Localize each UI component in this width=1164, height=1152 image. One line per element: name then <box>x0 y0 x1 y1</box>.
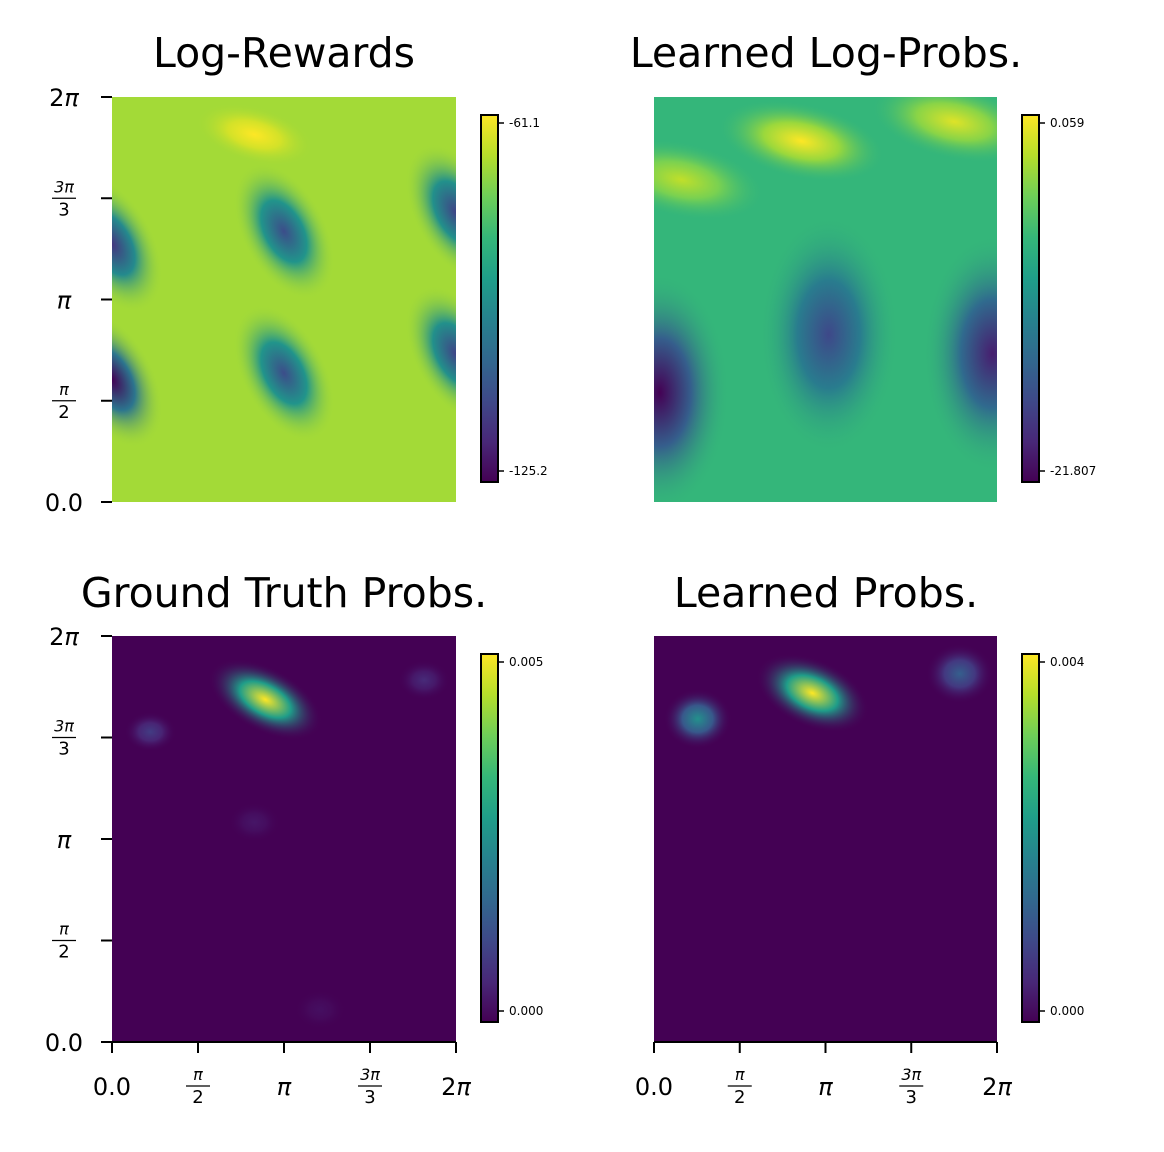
trough-blob-6 <box>405 143 456 281</box>
x-tick-label: π <box>818 1073 833 1101</box>
trough-blob-6 <box>758 214 899 455</box>
colorbar <box>1021 653 1040 1023</box>
y-tick-label-num: 3π <box>54 177 74 196</box>
colorbar-tick-label: -125.2 <box>509 464 548 478</box>
panel-2: Learned Log-Probs. 0.059 -21.807 <box>630 29 1096 502</box>
heatmap-field <box>112 103 456 448</box>
peak-blob-2 <box>870 97 997 163</box>
x-tick-label-den: 2 <box>192 1087 203 1108</box>
y-tick-label: π <box>57 287 72 315</box>
trough-blob-5 <box>233 163 335 300</box>
chart-title: Log-Rewards <box>153 29 415 77</box>
colorbar-tick-label: -21.807 <box>1050 464 1096 478</box>
trough-blob-4 <box>654 272 730 502</box>
colorbar-tick-label: 0.004 <box>1050 655 1084 669</box>
y-tick-label-num: π <box>59 380 69 399</box>
y-tick-label-num: π <box>59 920 69 939</box>
trough-blob-3 <box>405 285 456 422</box>
y-tick-label-den: 2 <box>58 942 69 963</box>
peak-blob-1 <box>208 658 323 741</box>
chart-title: Learned Probs. <box>674 569 978 617</box>
x-tick-label: 0.0 <box>635 1073 673 1101</box>
chart-title: Learned Log-Probs. <box>630 29 1022 77</box>
trough-blob-1 <box>112 311 163 448</box>
colorbar <box>1021 114 1040 483</box>
x-tick-label: π <box>277 1073 292 1101</box>
x-tick-label-den: 3 <box>364 1087 375 1108</box>
x-tick-label-num: π <box>193 1065 203 1084</box>
trough-blob-2 <box>233 304 335 442</box>
colorbar <box>480 114 499 483</box>
heatmap-field <box>124 658 451 1030</box>
colorbar-tick-label: 0.005 <box>509 655 543 669</box>
x-tick-label-num: π <box>735 1065 745 1084</box>
colorbar-tick-label: -61.1 <box>509 116 540 130</box>
peak-blob-3 <box>925 643 994 704</box>
x-tick-label: 0.0 <box>93 1073 131 1101</box>
y-tick-label: π <box>57 826 72 854</box>
peak-blob-2 <box>663 688 732 749</box>
peak-blob-1 <box>717 99 885 183</box>
y-tick-label-den: 3 <box>58 199 69 220</box>
y-tick-label-den: 3 <box>58 739 69 760</box>
peak-blob-3 <box>398 660 451 701</box>
x-tick-label-num: 3π <box>901 1065 921 1084</box>
colorbar-tick-label: 0.000 <box>1050 1004 1084 1018</box>
x-tick-label-den: 2 <box>734 1087 745 1108</box>
peak-blob-4 <box>228 802 281 843</box>
peak-blob-3 <box>654 138 765 221</box>
peak-blob-5 <box>294 989 347 1030</box>
chart-title: Ground Truth Probs. <box>81 569 487 617</box>
heatmap-field <box>663 643 994 749</box>
peak-blob-1 <box>755 653 869 733</box>
peak-blob-7 <box>195 103 313 166</box>
colorbar-tick-label: 0.059 <box>1050 116 1084 130</box>
y-tick-label: 2π <box>49 84 79 112</box>
trough-blob-5 <box>922 233 997 474</box>
y-tick-label-num: 3π <box>54 717 74 736</box>
heatmap-field <box>654 97 997 502</box>
x-tick-label-num: 3π <box>360 1065 380 1084</box>
y-tick-label: 0.0 <box>45 489 83 517</box>
trough-blob-4 <box>112 175 163 313</box>
y-tick-label: 0.0 <box>45 1029 83 1057</box>
y-tick-label-den: 2 <box>58 402 69 423</box>
peak-blob-2 <box>124 711 177 752</box>
x-tick-label: 2π <box>982 1073 1012 1101</box>
x-tick-label: 2π <box>441 1073 471 1101</box>
y-tick-label: 2π <box>49 623 79 651</box>
colorbar-tick-label: 0.000 <box>509 1004 543 1018</box>
colorbar <box>480 653 499 1023</box>
x-tick-label-den: 3 <box>906 1087 917 1108</box>
